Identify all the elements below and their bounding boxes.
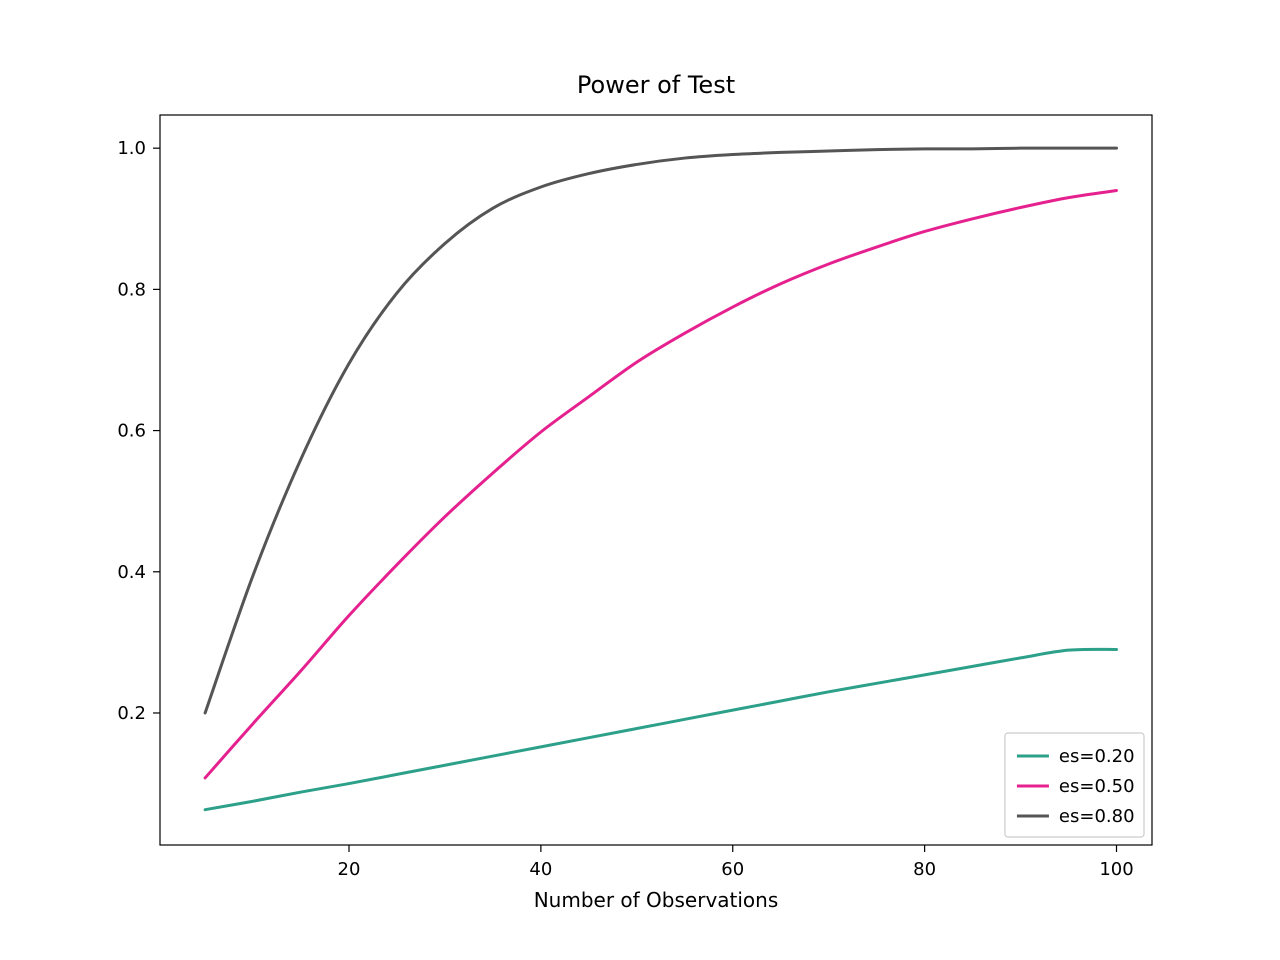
y-tick-label: 1.0 bbox=[117, 138, 146, 159]
x-axis-label: Number of Observations bbox=[534, 888, 779, 912]
legend-label: es=0.50 bbox=[1059, 776, 1135, 797]
x-tick-label: 20 bbox=[338, 859, 361, 880]
y-tick-label: 0.6 bbox=[117, 421, 146, 442]
x-tick-label: 60 bbox=[721, 859, 744, 880]
y-tick-label: 0.2 bbox=[117, 703, 146, 724]
legend: es=0.20 es=0.50 es=0.80 bbox=[1005, 733, 1144, 837]
x-tick-label: 40 bbox=[529, 859, 552, 880]
x-tick-label: 100 bbox=[1099, 859, 1133, 880]
chart-title: Power of Test bbox=[577, 71, 735, 99]
y-tick-label: 0.8 bbox=[117, 279, 146, 300]
chart-container: 20 40 60 80 100 0.2 0.4 0.6 0.8 1.0 Power of Test N… bbox=[0, 0, 1280, 960]
legend-label: es=0.80 bbox=[1059, 806, 1135, 827]
legend-label: es=0.20 bbox=[1059, 746, 1135, 767]
x-tick-label: 80 bbox=[913, 859, 936, 880]
y-tick-label: 0.4 bbox=[117, 562, 146, 583]
power-chart: 20 40 60 80 100 0.2 0.4 0.6 0.8 1.0 Power of Test N… bbox=[0, 0, 1280, 960]
